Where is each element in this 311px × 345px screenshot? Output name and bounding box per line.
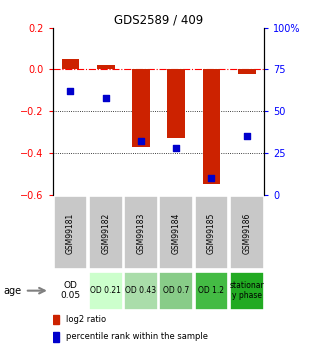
Text: GSM99186: GSM99186 [242, 212, 251, 254]
Bar [62, 59, 79, 69]
Text: log2 ratio: log2 ratio [66, 315, 106, 324]
Bar [167, 69, 185, 138]
Bar [53, 315, 59, 324]
Point [244, 134, 249, 139]
Text: percentile rank within the sample: percentile rank within the sample [66, 332, 207, 341]
Point [103, 95, 108, 101]
Text: GSM99183: GSM99183 [137, 212, 146, 254]
Point [209, 175, 214, 181]
Point [68, 88, 73, 94]
Bar [230, 272, 264, 310]
Bar [132, 69, 150, 147]
Text: OD 0.7: OD 0.7 [163, 286, 189, 295]
Text: OD 0.21: OD 0.21 [90, 286, 121, 295]
Bar [53, 332, 59, 342]
Bar [89, 272, 123, 310]
Bar [159, 196, 193, 269]
Bar [195, 196, 228, 269]
Text: GSM99184: GSM99184 [172, 212, 181, 254]
Bar [89, 196, 123, 269]
Text: stationar
y phase: stationar y phase [229, 281, 264, 300]
Text: OD 1.2: OD 1.2 [198, 286, 225, 295]
Bar [230, 196, 264, 269]
Bar [97, 65, 114, 69]
Text: OD 0.43: OD 0.43 [125, 286, 156, 295]
Text: GSM99185: GSM99185 [207, 212, 216, 254]
Bar [195, 272, 228, 310]
Text: GSM99181: GSM99181 [66, 212, 75, 254]
Point [138, 139, 143, 144]
Bar [159, 272, 193, 310]
Title: GDS2589 / 409: GDS2589 / 409 [114, 13, 203, 27]
Bar [124, 196, 158, 269]
Bar [124, 272, 158, 310]
Text: age: age [3, 286, 21, 296]
Bar [238, 69, 256, 73]
Bar [203, 69, 220, 185]
Bar [53, 272, 87, 310]
Bar [53, 196, 87, 269]
Text: GSM99182: GSM99182 [101, 212, 110, 254]
Text: OD
0.05: OD 0.05 [60, 281, 81, 300]
Point [174, 145, 179, 151]
